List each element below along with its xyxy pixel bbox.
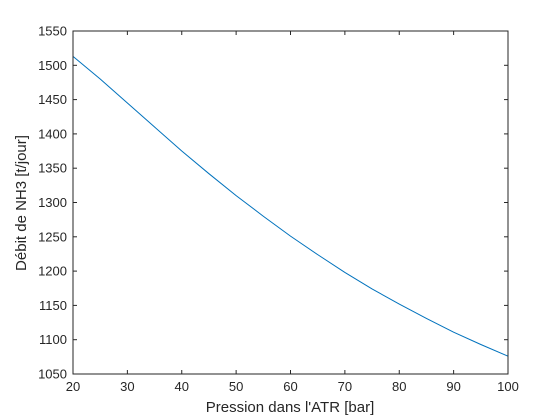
x-axis-label: Pression dans l'ATR [bar] — [206, 399, 375, 416]
y-tick-label: 1200 — [38, 264, 67, 279]
y-axis-label: Débit de NH3 [t/jour] — [13, 135, 30, 271]
y-tick-label: 1250 — [38, 229, 67, 244]
y-tick-label: 1550 — [38, 24, 67, 39]
y-tick-label: 1300 — [38, 195, 67, 210]
plot-area — [73, 31, 508, 374]
x-tick-label: 80 — [392, 379, 406, 394]
x-tick-label: 70 — [338, 379, 352, 394]
y-tick-label: 1500 — [38, 58, 67, 73]
y-tick-label: 1050 — [38, 367, 67, 382]
y-tick-label: 1400 — [38, 126, 67, 141]
y-tick-label: 1350 — [38, 161, 67, 176]
x-tick-label: 100 — [497, 379, 519, 394]
x-tick-label: 50 — [229, 379, 243, 394]
series-layer — [72, 55, 509, 357]
x-tick-label: 90 — [446, 379, 460, 394]
y-tick-label: 1150 — [39, 298, 67, 313]
y-axis: 1050 1100 1150 1200 1250 1300 1350 1400 1450 1500… — [38, 24, 508, 382]
y-tick-label: 1450 — [38, 92, 67, 107]
y-tick-label: 1100 — [39, 332, 67, 347]
x-axis: 20 30 40 50 60 70 80 90 100 — [66, 31, 519, 394]
x-tick-label: 40 — [175, 379, 189, 394]
x-tick-label: 20 — [66, 379, 80, 394]
series-line — [72, 55, 509, 357]
x-tick-label: 30 — [120, 379, 134, 394]
x-tick-label: 60 — [283, 379, 297, 394]
